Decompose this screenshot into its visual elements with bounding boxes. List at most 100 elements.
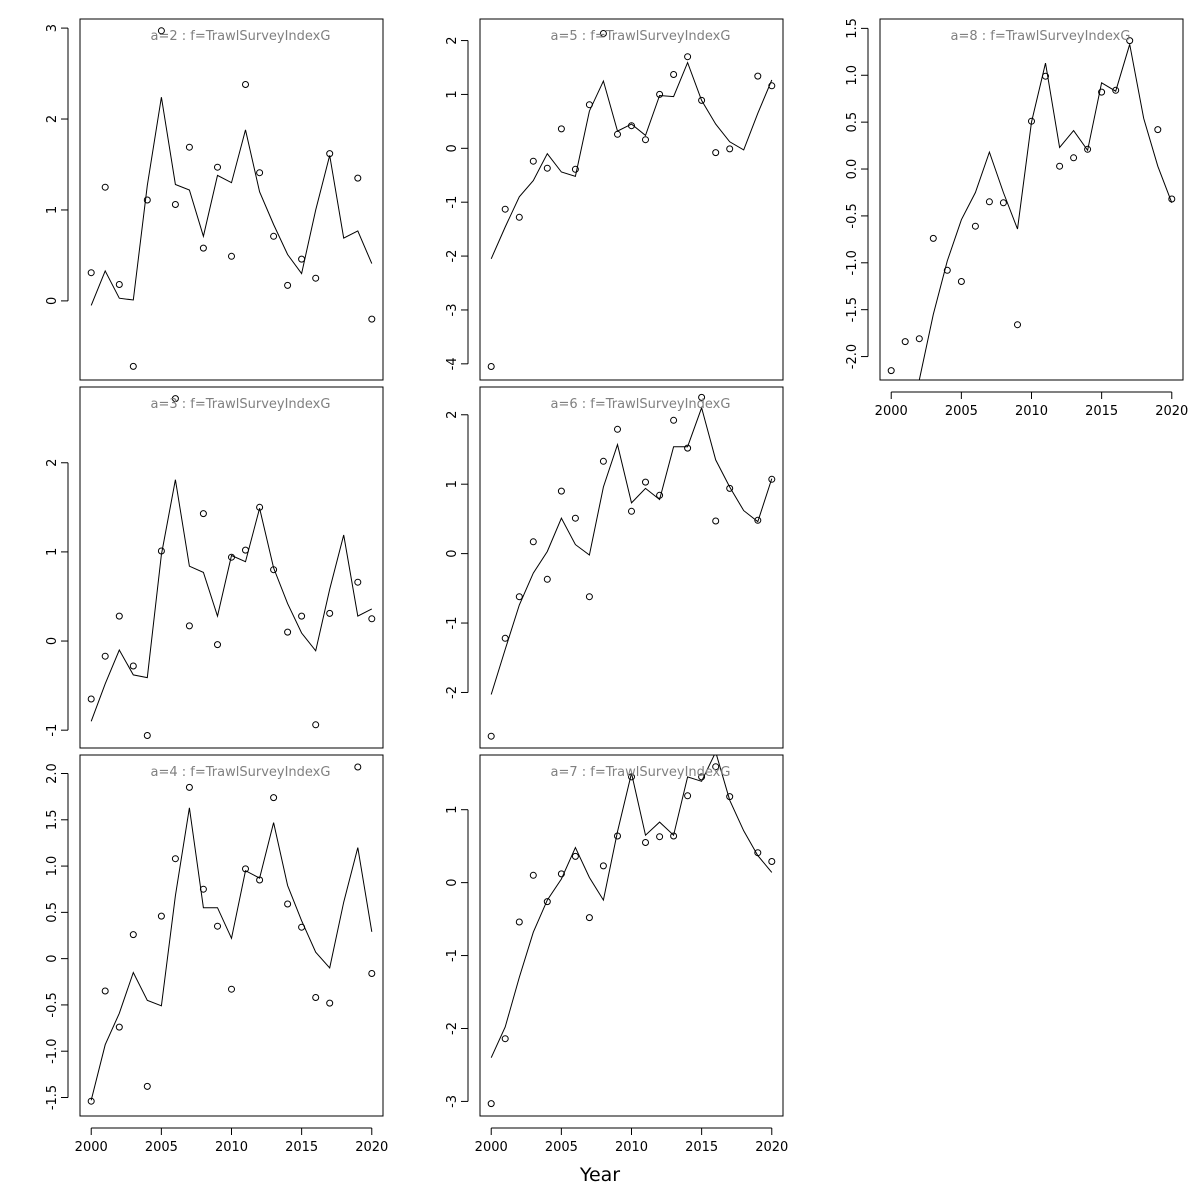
observed-point (712, 763, 720, 771)
y-tick-label: -1 (445, 617, 460, 630)
observed-point (670, 71, 678, 78)
panel-title: a=2 : f=TrawlSurveyIndexG (151, 29, 331, 44)
panel-frame (479, 386, 784, 749)
observed-point (143, 196, 151, 204)
observed-point (214, 641, 221, 649)
observed-point (1014, 321, 1021, 329)
observed-point (326, 150, 334, 158)
observed-point (157, 547, 165, 555)
observed-point (543, 164, 551, 172)
observed-point (199, 510, 207, 518)
x-tick-label: 2000 (475, 1140, 508, 1155)
observed-point (1070, 154, 1078, 162)
panel-frame (879, 18, 1184, 381)
observed-point (599, 30, 607, 37)
observed-point (487, 1100, 495, 1108)
x-tick-label: 2010 (215, 1140, 248, 1155)
y-tick-label: -2 (445, 1022, 460, 1035)
observed-point (501, 205, 509, 213)
y-tick-label: 1 (45, 548, 60, 556)
observed-point (614, 425, 621, 433)
observed-point (143, 1082, 151, 1090)
y-tick-label: -4 (445, 357, 460, 370)
observed-point (501, 1035, 509, 1043)
observed-point (557, 125, 565, 133)
observed-point (656, 833, 664, 841)
y-tick-label: -3 (445, 1095, 460, 1108)
observed-point (614, 832, 621, 840)
x-tick-label: 2020 (755, 1140, 788, 1155)
fitted-line (90, 97, 373, 306)
observed-point (1028, 117, 1035, 125)
observed-point (326, 609, 334, 617)
fitted-line (490, 406, 773, 695)
observed-point (642, 136, 649, 144)
observed-point (487, 732, 495, 740)
y-axis: 0 1 2 3 (45, 24, 69, 305)
panel-frame (479, 18, 784, 381)
observed-point (557, 870, 565, 878)
observed-point (87, 695, 95, 703)
x-tick-label: 2015 (285, 1140, 318, 1155)
observed-point (487, 363, 495, 370)
observed-point (242, 865, 249, 873)
observed-point (656, 491, 664, 499)
observed-point (228, 985, 235, 993)
observed-point (726, 145, 734, 153)
observed-point (698, 773, 706, 781)
observed-point (115, 612, 123, 620)
observed-point (326, 999, 334, 1007)
observed-point (887, 367, 895, 375)
observed-point (515, 213, 523, 221)
observed-point (1084, 145, 1092, 153)
y-axis: -2 -1 0 1 2 (445, 411, 469, 699)
y-tick-label: 0.5 (45, 902, 60, 923)
observed-point (712, 517, 720, 525)
observed-point (129, 662, 137, 670)
x-axis: 2000 2005 2010 2015 2020 (475, 1127, 788, 1155)
observed-point (543, 575, 551, 583)
y-tick-label: -1.5 (845, 297, 860, 322)
observed-point (185, 143, 193, 151)
x-axis-label: Year (579, 1164, 620, 1186)
x-tick-label: 2020 (355, 1140, 388, 1155)
observed-point (529, 538, 537, 546)
x-tick-label: 2005 (945, 404, 978, 419)
observed-point (1154, 126, 1162, 134)
observed-point (599, 457, 607, 465)
y-tick-label: -1.0 (45, 1039, 60, 1064)
observed-point (284, 281, 292, 289)
observed-point (115, 1023, 123, 1031)
y-tick-label: 2 (45, 115, 60, 123)
observed-point (214, 163, 221, 171)
observed-point (1168, 195, 1176, 203)
panel-a3: -1 0 1 2 a=3 : f=TrawlSurveyIndexG (45, 386, 384, 749)
y-tick-label: 0 (445, 549, 460, 557)
observed-point (971, 222, 979, 230)
y-axis: -2.0 -1.5 -1.0 -0.5 0.0 0.5 1.0 1.5 (845, 18, 869, 369)
panel-a6: -2 -1 0 1 2 a=6 : f=TrawlSurveyIndexG (445, 386, 784, 749)
observed-point (312, 274, 320, 282)
observed-point (298, 612, 306, 620)
panel-title: a=3 : f=TrawlSurveyIndexG (151, 397, 331, 412)
fitted-line (90, 479, 373, 722)
observed-point (242, 546, 249, 554)
y-tick-label: 2.0 (45, 763, 60, 784)
x-axis: 2000 2005 2010 2015 2020 (75, 1127, 388, 1155)
x-axis: 2000 2005 2010 2015 2020 (875, 391, 1188, 419)
observed-point (529, 871, 537, 879)
y-tick-label: 1 (445, 90, 460, 98)
observed-point (999, 199, 1007, 207)
panel-a4: -1.5 -1.0 -0.5 0 0.5 1.0 1.5 2.0 2000 2005 2010 201… (45, 754, 388, 1155)
observed-point (628, 507, 635, 515)
observed-point (768, 82, 776, 90)
y-tick-label: 1.0 (845, 65, 860, 86)
observed-point (571, 514, 579, 522)
panel-a8: -2.0 -1.5 -1.0 -0.5 0.0 0.5 1.0 1.5 2000 2005 2010… (845, 18, 1188, 419)
observed-point (87, 1097, 95, 1105)
observed-point (1098, 88, 1106, 96)
panel-title: a=8 : f=TrawlSurveyIndexG (951, 29, 1131, 44)
observed-point (312, 721, 320, 729)
observed-point (101, 987, 109, 995)
